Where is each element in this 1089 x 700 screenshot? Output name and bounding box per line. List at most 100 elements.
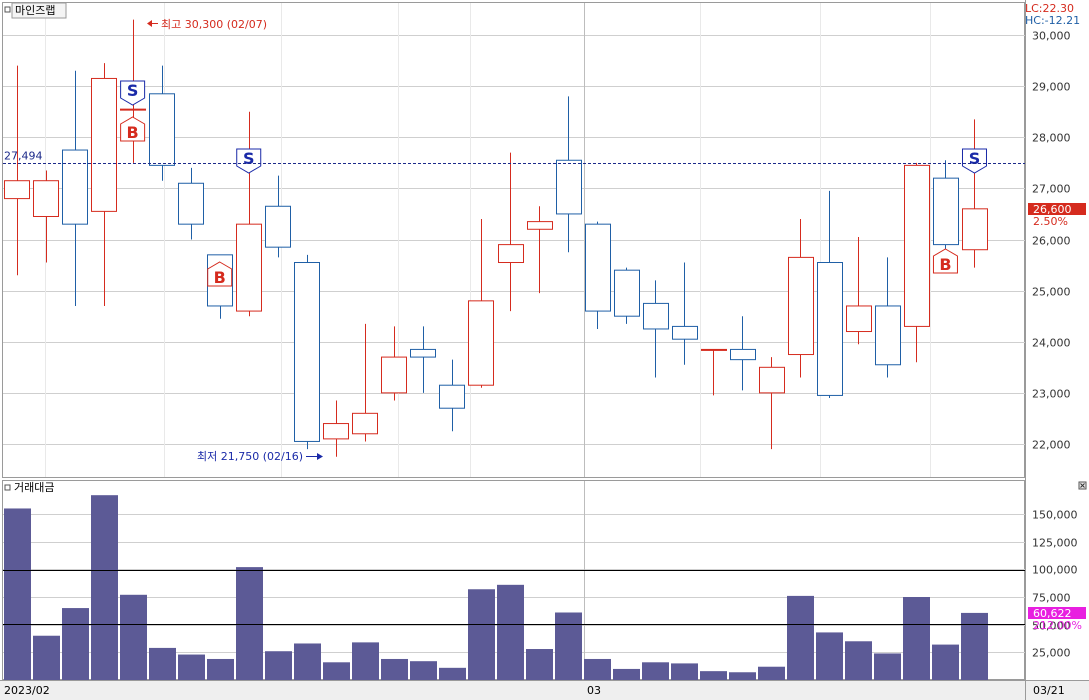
volume-tick-label: 100,000 [1032, 564, 1078, 577]
candle-body [788, 256, 814, 356]
candle [410, 326, 436, 393]
candle-body [33, 180, 59, 217]
volume-bar [642, 662, 669, 680]
volume-bar [671, 663, 698, 680]
price-tick-label: 24,000 [1032, 337, 1071, 350]
buy-signal-letter: B [127, 123, 139, 142]
x-axis-label-month: 03 [587, 684, 601, 697]
candle [294, 254, 320, 450]
price-tick-label: 29,000 [1032, 81, 1071, 94]
volume-bar [352, 642, 379, 680]
candle [439, 359, 465, 432]
volume-tick-label: 25,000 [1032, 647, 1071, 660]
low-annotation-text: 최저 21,750 (02/16) [197, 450, 303, 463]
candle [149, 65, 175, 181]
volume-bar [526, 649, 553, 680]
candle [904, 162, 930, 363]
candle [468, 219, 494, 388]
candle [846, 236, 872, 345]
sell-signal-shape [120, 80, 146, 106]
high-annotation: 최고 30,300 (02/07) [147, 18, 267, 31]
candle-body [846, 305, 872, 333]
candle-body [527, 221, 553, 230]
volume-bar [787, 595, 814, 680]
volume-bars-group [4, 495, 988, 680]
volume-bar [207, 658, 234, 680]
candle-body [556, 159, 582, 215]
price-tick-label: 28,000 [1032, 132, 1071, 145]
candle-body [817, 262, 843, 396]
candle-body [643, 302, 669, 330]
candle [672, 262, 698, 365]
buy-signal-marker: B [932, 248, 958, 274]
candle [643, 280, 669, 378]
candle-body [236, 223, 262, 312]
volume-bar [120, 594, 147, 680]
candle-body [672, 325, 698, 340]
candle [585, 221, 611, 329]
volume-bar [381, 658, 408, 680]
candle-body [381, 356, 407, 394]
candle-body [294, 262, 320, 442]
volume-panel-title: 거래대금 [14, 481, 54, 494]
volume-bar [555, 612, 582, 680]
volume-bar [874, 653, 901, 680]
signals-group: S S S B B B [120, 80, 987, 287]
arrow-right-icon [317, 453, 323, 460]
sell-signal-letter: S [127, 81, 139, 100]
candle [323, 400, 349, 457]
volume-bar [294, 643, 321, 680]
volume-bar [439, 667, 466, 680]
volume-bar [323, 662, 350, 680]
volume-bar [700, 671, 727, 680]
candle [381, 326, 407, 401]
reference-price-label: 27,494 [4, 150, 43, 163]
buy-signal-shape [120, 116, 146, 142]
candle [33, 170, 59, 263]
volume-bar [149, 647, 176, 680]
sell-signal-letter: S [969, 149, 981, 168]
volume-bar [410, 661, 437, 680]
candle [817, 190, 843, 398]
current-volume-ratio: 212.00% [1033, 619, 1082, 632]
volume-bar [497, 584, 524, 680]
candle [730, 316, 756, 391]
volume-tick-label: 75,000 [1032, 592, 1071, 605]
sell-signal-marker: S [236, 148, 262, 174]
candle-body [585, 223, 611, 312]
volume-bar [178, 654, 205, 680]
candle-body [323, 423, 349, 440]
price-y-axis-labels: 30,000 29,000 28,000 27,000 26,000 25,000 24,0… [1032, 30, 1071, 452]
hc-label: HC:-12.21 [1025, 14, 1080, 27]
low-annotation: 최저 21,750 (02/16) [197, 450, 323, 463]
price-tick-label: 22,000 [1032, 439, 1071, 452]
sell-signal-marker: S [120, 80, 146, 106]
candle [62, 70, 88, 306]
volume-bar [961, 612, 988, 680]
volume-bar [932, 644, 959, 680]
volume-panel-menu-icon[interactable] [4, 484, 11, 491]
candle [556, 96, 582, 253]
candle-body [178, 182, 204, 225]
candle-body [498, 244, 524, 264]
current-price-change: 2.50% [1033, 215, 1068, 228]
volume-bar [758, 666, 785, 680]
volume-bar [265, 651, 292, 680]
x-axis-label-start: 2023/02 [4, 684, 50, 697]
x-axis-bar [0, 680, 1089, 700]
candle-body [91, 77, 117, 212]
volume-bar [33, 635, 60, 680]
volume-bar [468, 589, 495, 680]
candle-body [120, 108, 146, 111]
candle-body [614, 269, 640, 317]
stock-name-box[interactable] [11, 2, 67, 19]
sell-signal-letter: S [243, 149, 255, 168]
volume-tick-label: 125,000 [1032, 537, 1078, 550]
volume-tick-label: 50,000 [1032, 620, 1071, 633]
price-panel-menu-icon[interactable] [4, 6, 11, 13]
current-volume-badge [1028, 607, 1086, 619]
candle [178, 167, 204, 240]
candle-body [4, 180, 30, 200]
candle [498, 152, 524, 312]
